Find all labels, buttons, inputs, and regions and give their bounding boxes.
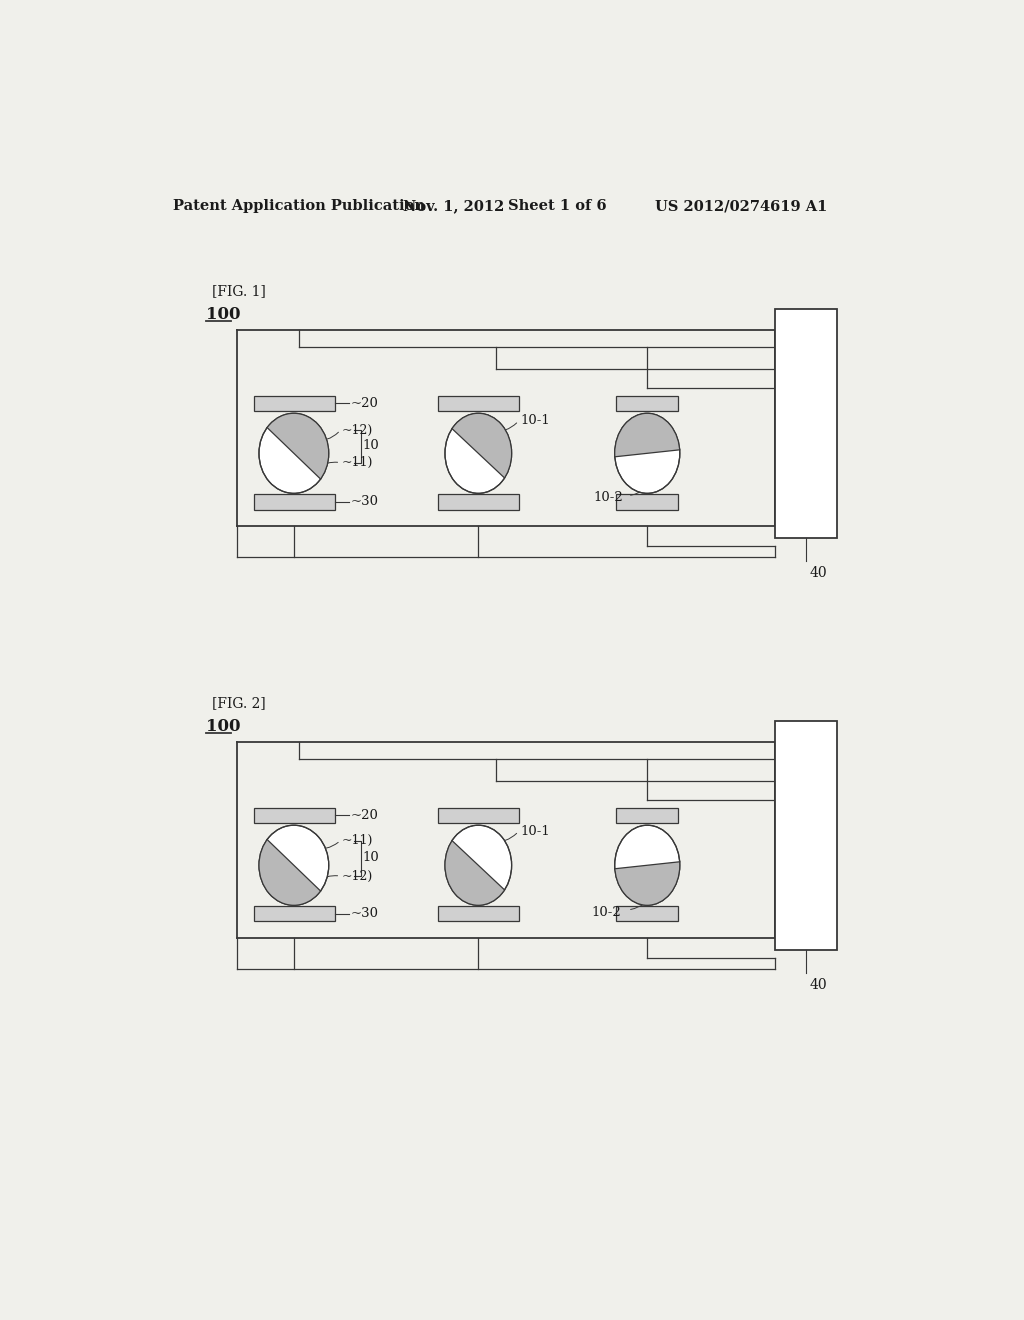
Text: Patent Application Publication: Patent Application Publication bbox=[173, 199, 425, 213]
Bar bbox=[254, 396, 335, 411]
Ellipse shape bbox=[614, 413, 680, 494]
Polygon shape bbox=[445, 841, 505, 906]
Ellipse shape bbox=[445, 413, 512, 494]
Polygon shape bbox=[614, 413, 680, 457]
Ellipse shape bbox=[445, 825, 512, 906]
Bar bbox=[254, 808, 335, 822]
Bar bbox=[438, 494, 519, 510]
Text: 40: 40 bbox=[810, 566, 827, 579]
Polygon shape bbox=[452, 413, 512, 478]
Bar bbox=[616, 494, 678, 510]
Text: [FIG. 2]: [FIG. 2] bbox=[212, 697, 265, 710]
Polygon shape bbox=[267, 413, 329, 479]
Polygon shape bbox=[259, 840, 321, 906]
Text: Sheet 1 of 6: Sheet 1 of 6 bbox=[508, 199, 606, 213]
Text: ~20: ~20 bbox=[350, 809, 378, 822]
Text: 40: 40 bbox=[810, 978, 827, 991]
Text: ~20: ~20 bbox=[350, 397, 378, 409]
Ellipse shape bbox=[259, 413, 329, 494]
Bar bbox=[616, 906, 678, 921]
Text: ~30: ~30 bbox=[350, 495, 379, 508]
Text: ~12): ~12) bbox=[342, 870, 373, 883]
Text: US 2012/0274619 A1: US 2012/0274619 A1 bbox=[655, 199, 827, 213]
Bar bbox=[438, 396, 519, 411]
Bar bbox=[616, 808, 678, 822]
Bar bbox=[438, 808, 519, 822]
Polygon shape bbox=[614, 862, 680, 906]
Text: 100: 100 bbox=[206, 306, 240, 323]
Text: Nov. 1, 2012: Nov. 1, 2012 bbox=[403, 199, 505, 213]
Text: 10-2: 10-2 bbox=[592, 906, 622, 919]
Text: ~30: ~30 bbox=[350, 907, 379, 920]
Bar bbox=[775, 309, 838, 539]
Bar bbox=[616, 396, 678, 411]
Ellipse shape bbox=[259, 825, 329, 906]
Text: ~11): ~11) bbox=[342, 834, 374, 847]
Text: 10-2: 10-2 bbox=[593, 491, 623, 504]
Text: ~12): ~12) bbox=[342, 424, 373, 437]
Text: [FIG. 1]: [FIG. 1] bbox=[212, 285, 265, 298]
Bar bbox=[254, 906, 335, 921]
Text: 100: 100 bbox=[206, 718, 240, 735]
Bar bbox=[775, 721, 838, 950]
Text: 10: 10 bbox=[362, 440, 379, 453]
Text: 10-1: 10-1 bbox=[520, 825, 550, 838]
Text: 10: 10 bbox=[362, 851, 379, 865]
Text: 10-1: 10-1 bbox=[520, 414, 550, 428]
Bar bbox=[438, 906, 519, 921]
Text: ~11): ~11) bbox=[342, 455, 374, 469]
Bar bbox=[254, 494, 335, 510]
Ellipse shape bbox=[614, 825, 680, 906]
